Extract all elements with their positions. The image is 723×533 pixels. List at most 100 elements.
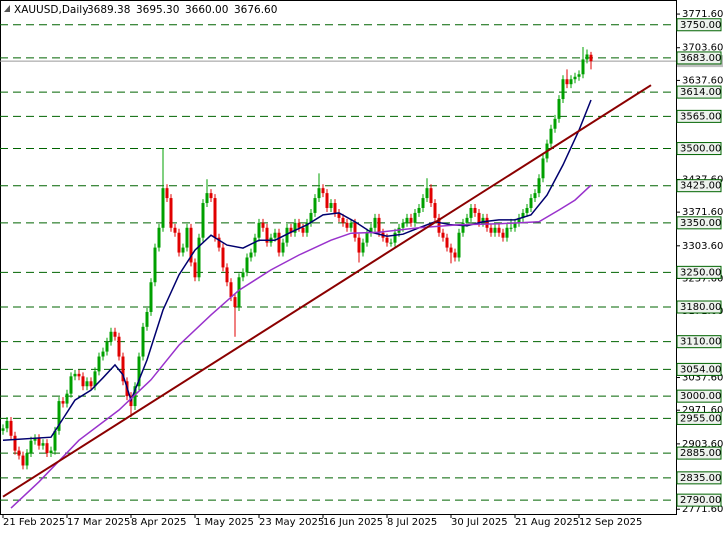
y-tick-label: 2771.60 (682, 504, 723, 515)
level-label: 3750.00 (680, 20, 721, 31)
candle-body (509, 227, 513, 229)
candle-body (525, 207, 529, 213)
y-tick-label: 3637.60 (682, 75, 723, 86)
candle-body (409, 217, 413, 223)
candle-body (37, 438, 41, 446)
level-label: 2885.00 (680, 448, 721, 459)
level-label-box (676, 362, 722, 376)
candle-body (193, 262, 197, 278)
y-tick-label: 3037.60 (682, 373, 723, 384)
candle-body (425, 188, 429, 199)
candle-body (197, 237, 201, 278)
header-open: 3689.38 (87, 4, 130, 16)
x-tick-label: 30 Jul 2025 (451, 517, 508, 528)
candle-body (497, 227, 501, 233)
candle-body (149, 282, 153, 312)
candle-body (577, 74, 581, 77)
candle-body (561, 79, 565, 100)
candle-body (85, 381, 89, 387)
level-label: 2790.00 (680, 495, 721, 506)
candle-body (41, 443, 45, 446)
candle-body (241, 272, 245, 278)
level-label: 3054.00 (680, 364, 721, 375)
candle-body (441, 232, 445, 238)
candle-body (153, 247, 157, 283)
candle-body (233, 297, 237, 308)
level-label-box (676, 85, 722, 99)
candle-body (457, 232, 461, 258)
candle-body (585, 54, 589, 60)
level-label: 3683.00 (680, 53, 721, 64)
level-label-box (676, 300, 722, 314)
candle-body (329, 203, 333, 208)
level-label-box (676, 265, 722, 279)
moving-average (2, 99, 592, 441)
candle-body (505, 227, 509, 238)
candle-body (257, 222, 261, 238)
plot-frame (0, 0, 677, 515)
symbol: XAUUSD,Daily (14, 4, 88, 16)
candle-body (45, 443, 49, 454)
candle-body (333, 203, 337, 213)
candle-body (89, 381, 93, 387)
candle-body (485, 217, 489, 228)
candle-body (217, 237, 221, 248)
candle-body (285, 227, 289, 243)
candle-body (17, 450, 21, 456)
y-tick-label: 3303.60 (682, 241, 723, 252)
candle-body (73, 373, 77, 377)
candle-body (405, 217, 409, 223)
candle-body (461, 222, 465, 233)
candle-body (469, 207, 473, 218)
y-tick-label: 2903.60 (682, 439, 723, 450)
x-tick-label: 1 May 2025 (195, 517, 254, 528)
candle-body (25, 453, 29, 466)
candle-body (173, 227, 177, 233)
candle-body (449, 247, 453, 253)
candle-body (117, 336, 121, 357)
candle-body (61, 401, 65, 404)
x-tick-label: 8 Apr 2025 (131, 517, 186, 528)
candle-body (49, 450, 53, 454)
candle-body (389, 242, 393, 244)
level-label-box (676, 446, 722, 460)
candle-body (261, 222, 265, 228)
level-label-box (676, 335, 722, 349)
candle-body (189, 227, 193, 263)
level-label-box (676, 142, 722, 156)
candle-body (157, 227, 161, 248)
candle-body (349, 222, 353, 228)
level-label: 3110.00 (680, 337, 721, 348)
candle-body (121, 356, 125, 382)
candle-body (357, 237, 361, 253)
candle-body (289, 227, 293, 233)
level-label: 2955.00 (680, 413, 721, 424)
candle-body (549, 128, 553, 144)
candle-body (165, 188, 169, 199)
candle-body (77, 373, 81, 377)
candle-body (205, 193, 209, 204)
candle-body (385, 237, 389, 243)
candle-body (437, 217, 441, 233)
candle-body (361, 242, 365, 253)
candle-body (321, 188, 325, 194)
candle-body (313, 198, 317, 213)
candle-body (341, 217, 345, 223)
candle-body (521, 212, 525, 218)
candle-body (13, 435, 17, 451)
x-tick-label: 21 Aug 2025 (515, 517, 579, 528)
y-tick-label: 3703.60 (682, 43, 723, 54)
level-label: 3250.00 (680, 267, 721, 278)
level-label: 3000.00 (680, 391, 721, 402)
level-label-box (676, 411, 722, 425)
candle-body (305, 222, 309, 233)
candle-body (369, 227, 373, 233)
candle-body (433, 203, 437, 218)
candle-body (589, 54, 593, 62)
candle-body (245, 257, 249, 273)
candle-body (137, 356, 141, 387)
level-label: 2835.00 (680, 473, 721, 484)
candle-body (445, 237, 449, 248)
candle-body (401, 222, 405, 228)
